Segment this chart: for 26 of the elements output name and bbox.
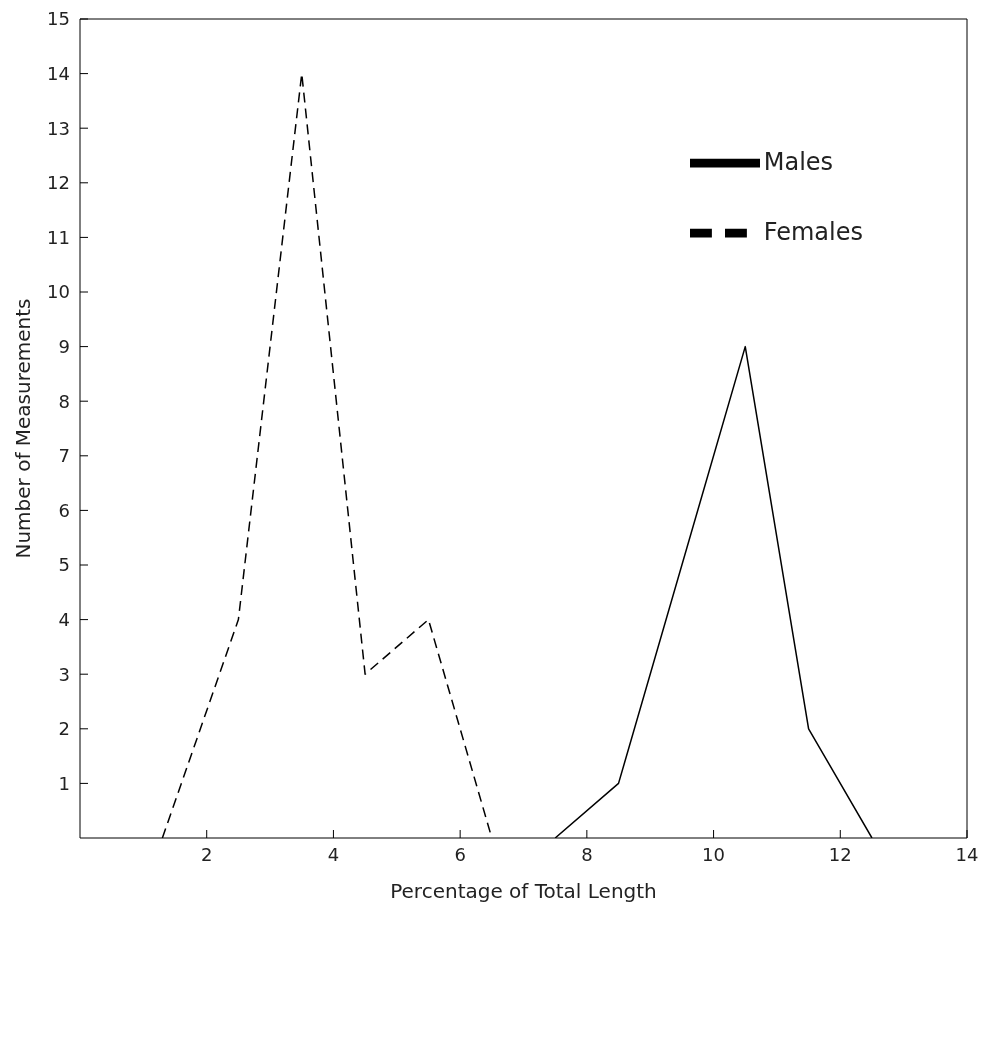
y-tick-label: 13 — [47, 117, 70, 139]
legend-label: Males — [763, 148, 834, 176]
y-tick-label: 6 — [58, 499, 70, 521]
x-tick-label: 2 — [200, 843, 213, 865]
y-tick-label: 9 — [58, 335, 70, 357]
y-tick-label: 1 — [58, 772, 70, 794]
legend-label: Females — [763, 218, 863, 246]
x-tick-label: 12 — [828, 843, 852, 865]
x-tick-label: 10 — [702, 843, 726, 865]
y-tick-label: 3 — [58, 663, 70, 685]
y-tick-label: 7 — [58, 445, 70, 467]
x-tick-label: 6 — [454, 843, 466, 865]
x-tick-label: 14 — [955, 843, 979, 865]
y-tick-label: 15 — [47, 8, 70, 30]
y-tick-label: 10 — [47, 281, 70, 303]
y-tick-label: 4 — [58, 608, 70, 630]
y-tick-label: 5 — [58, 554, 70, 576]
y-tick-label: 12 — [47, 172, 70, 194]
y-tick-label: 8 — [58, 390, 70, 412]
x-axis-title: Percentage of Total Length — [390, 879, 657, 903]
x-tick-label: 8 — [581, 843, 593, 865]
y-tick-label: 11 — [47, 226, 70, 248]
y-tick-label: 14 — [47, 62, 70, 84]
y-axis-title: Number of Measurements — [11, 298, 36, 559]
y-tick-label: 2 — [58, 718, 70, 740]
x-tick-label: 4 — [327, 843, 340, 865]
